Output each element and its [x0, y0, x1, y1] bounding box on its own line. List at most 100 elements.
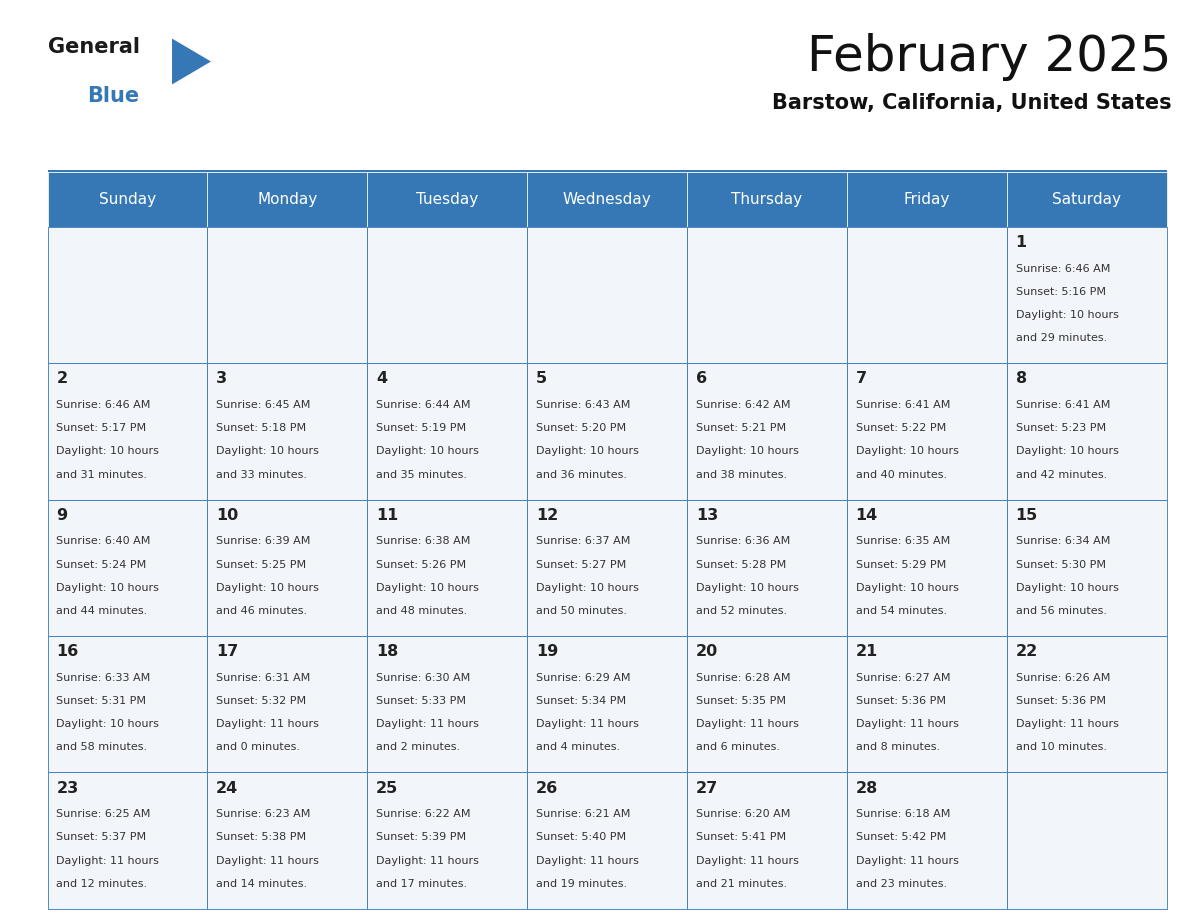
Text: Sunrise: 6:46 AM: Sunrise: 6:46 AM — [56, 400, 151, 410]
Polygon shape — [172, 39, 211, 84]
Text: Sunset: 5:24 PM: Sunset: 5:24 PM — [56, 560, 146, 569]
Text: and 12 minutes.: and 12 minutes. — [56, 879, 147, 889]
Text: Daylight: 11 hours: Daylight: 11 hours — [56, 856, 159, 866]
Text: and 56 minutes.: and 56 minutes. — [1016, 606, 1106, 616]
Text: Sunset: 5:31 PM: Sunset: 5:31 PM — [56, 696, 146, 706]
Text: Daylight: 11 hours: Daylight: 11 hours — [855, 719, 959, 729]
Text: 27: 27 — [696, 780, 718, 796]
Text: Sunset: 5:27 PM: Sunset: 5:27 PM — [536, 560, 626, 569]
Text: Sunset: 5:16 PM: Sunset: 5:16 PM — [1016, 286, 1106, 297]
Text: 4: 4 — [377, 372, 387, 386]
Text: Daylight: 10 hours: Daylight: 10 hours — [696, 446, 798, 456]
Text: Sunset: 5:36 PM: Sunset: 5:36 PM — [1016, 696, 1106, 706]
Text: and 58 minutes.: and 58 minutes. — [56, 743, 147, 753]
Text: and 2 minutes.: and 2 minutes. — [377, 743, 460, 753]
Text: and 50 minutes.: and 50 minutes. — [536, 606, 627, 616]
Text: and 31 minutes.: and 31 minutes. — [56, 470, 147, 479]
Text: and 10 minutes.: and 10 minutes. — [1016, 743, 1106, 753]
Text: Sunset: 5:33 PM: Sunset: 5:33 PM — [377, 696, 466, 706]
Text: Blue: Blue — [88, 86, 139, 106]
Text: Sunset: 5:35 PM: Sunset: 5:35 PM — [696, 696, 785, 706]
Text: and 21 minutes.: and 21 minutes. — [696, 879, 786, 889]
Text: Daylight: 10 hours: Daylight: 10 hours — [56, 719, 159, 729]
Text: Daylight: 11 hours: Daylight: 11 hours — [1016, 719, 1118, 729]
Text: 9: 9 — [56, 508, 68, 522]
Text: and 46 minutes.: and 46 minutes. — [216, 606, 308, 616]
Text: Sunset: 5:41 PM: Sunset: 5:41 PM — [696, 833, 786, 843]
Text: and 48 minutes.: and 48 minutes. — [377, 606, 467, 616]
Text: Daylight: 10 hours: Daylight: 10 hours — [216, 446, 320, 456]
Text: 19: 19 — [536, 644, 558, 659]
Text: Sunset: 5:39 PM: Sunset: 5:39 PM — [377, 833, 466, 843]
Text: 11: 11 — [377, 508, 398, 522]
Text: Friday: Friday — [904, 192, 950, 207]
Text: Sunday: Sunday — [99, 192, 156, 207]
Text: Daylight: 11 hours: Daylight: 11 hours — [696, 719, 798, 729]
Text: Sunset: 5:42 PM: Sunset: 5:42 PM — [855, 833, 946, 843]
Text: and 33 minutes.: and 33 minutes. — [216, 470, 308, 479]
Text: Sunrise: 6:25 AM: Sunrise: 6:25 AM — [56, 810, 151, 819]
Text: Daylight: 10 hours: Daylight: 10 hours — [855, 583, 959, 593]
Text: Sunset: 5:32 PM: Sunset: 5:32 PM — [216, 696, 307, 706]
Text: Sunrise: 6:34 AM: Sunrise: 6:34 AM — [1016, 536, 1110, 546]
Text: and 29 minutes.: and 29 minutes. — [1016, 333, 1107, 343]
Text: Sunset: 5:25 PM: Sunset: 5:25 PM — [216, 560, 307, 569]
Text: Daylight: 11 hours: Daylight: 11 hours — [855, 856, 959, 866]
Text: 3: 3 — [216, 372, 227, 386]
Text: Sunset: 5:22 PM: Sunset: 5:22 PM — [855, 423, 946, 433]
Text: Sunrise: 6:22 AM: Sunrise: 6:22 AM — [377, 810, 470, 819]
Text: Wednesday: Wednesday — [563, 192, 651, 207]
Text: Sunset: 5:18 PM: Sunset: 5:18 PM — [216, 423, 307, 433]
Text: and 19 minutes.: and 19 minutes. — [536, 879, 627, 889]
Text: 16: 16 — [56, 644, 78, 659]
Text: 14: 14 — [855, 508, 878, 522]
Text: Sunrise: 6:41 AM: Sunrise: 6:41 AM — [855, 400, 950, 410]
Text: Sunset: 5:40 PM: Sunset: 5:40 PM — [536, 833, 626, 843]
Text: 2: 2 — [56, 372, 68, 386]
Text: Sunrise: 6:26 AM: Sunrise: 6:26 AM — [1016, 673, 1110, 683]
Text: Daylight: 10 hours: Daylight: 10 hours — [377, 583, 479, 593]
Text: Sunrise: 6:30 AM: Sunrise: 6:30 AM — [377, 673, 470, 683]
Text: Daylight: 10 hours: Daylight: 10 hours — [696, 583, 798, 593]
Text: Daylight: 11 hours: Daylight: 11 hours — [216, 856, 320, 866]
Text: February 2025: February 2025 — [807, 33, 1171, 81]
Text: Sunset: 5:17 PM: Sunset: 5:17 PM — [56, 423, 146, 433]
Text: Sunset: 5:26 PM: Sunset: 5:26 PM — [377, 560, 466, 569]
Text: Daylight: 10 hours: Daylight: 10 hours — [56, 583, 159, 593]
Text: 15: 15 — [1016, 508, 1038, 522]
Text: Sunrise: 6:21 AM: Sunrise: 6:21 AM — [536, 810, 631, 819]
Text: Daylight: 11 hours: Daylight: 11 hours — [696, 856, 798, 866]
Text: Daylight: 10 hours: Daylight: 10 hours — [377, 446, 479, 456]
Text: and 44 minutes.: and 44 minutes. — [56, 606, 147, 616]
Text: Sunset: 5:19 PM: Sunset: 5:19 PM — [377, 423, 466, 433]
Text: Sunset: 5:29 PM: Sunset: 5:29 PM — [855, 560, 946, 569]
Text: Sunrise: 6:44 AM: Sunrise: 6:44 AM — [377, 400, 470, 410]
Text: Daylight: 10 hours: Daylight: 10 hours — [56, 446, 159, 456]
Text: Sunrise: 6:38 AM: Sunrise: 6:38 AM — [377, 536, 470, 546]
Text: 12: 12 — [536, 508, 558, 522]
Text: General: General — [48, 37, 139, 57]
Text: Sunrise: 6:45 AM: Sunrise: 6:45 AM — [216, 400, 310, 410]
Text: and 40 minutes.: and 40 minutes. — [855, 470, 947, 479]
Text: 20: 20 — [696, 644, 718, 659]
Text: and 42 minutes.: and 42 minutes. — [1016, 470, 1107, 479]
Text: Sunrise: 6:27 AM: Sunrise: 6:27 AM — [855, 673, 950, 683]
Text: Sunrise: 6:35 AM: Sunrise: 6:35 AM — [855, 536, 950, 546]
Text: 10: 10 — [216, 508, 239, 522]
Text: Daylight: 10 hours: Daylight: 10 hours — [216, 583, 320, 593]
Text: and 8 minutes.: and 8 minutes. — [855, 743, 940, 753]
Text: Sunrise: 6:41 AM: Sunrise: 6:41 AM — [1016, 400, 1110, 410]
Text: Sunset: 5:38 PM: Sunset: 5:38 PM — [216, 833, 307, 843]
Text: and 17 minutes.: and 17 minutes. — [377, 879, 467, 889]
Text: Sunrise: 6:43 AM: Sunrise: 6:43 AM — [536, 400, 631, 410]
Text: and 35 minutes.: and 35 minutes. — [377, 470, 467, 479]
Text: Sunrise: 6:23 AM: Sunrise: 6:23 AM — [216, 810, 310, 819]
Text: and 38 minutes.: and 38 minutes. — [696, 470, 786, 479]
Text: Daylight: 11 hours: Daylight: 11 hours — [377, 719, 479, 729]
Text: Sunset: 5:23 PM: Sunset: 5:23 PM — [1016, 423, 1106, 433]
Text: 1: 1 — [1016, 235, 1026, 250]
Text: Monday: Monday — [257, 192, 317, 207]
Text: Sunset: 5:30 PM: Sunset: 5:30 PM — [1016, 560, 1106, 569]
Text: Daylight: 11 hours: Daylight: 11 hours — [377, 856, 479, 866]
Text: Sunrise: 6:37 AM: Sunrise: 6:37 AM — [536, 536, 631, 546]
